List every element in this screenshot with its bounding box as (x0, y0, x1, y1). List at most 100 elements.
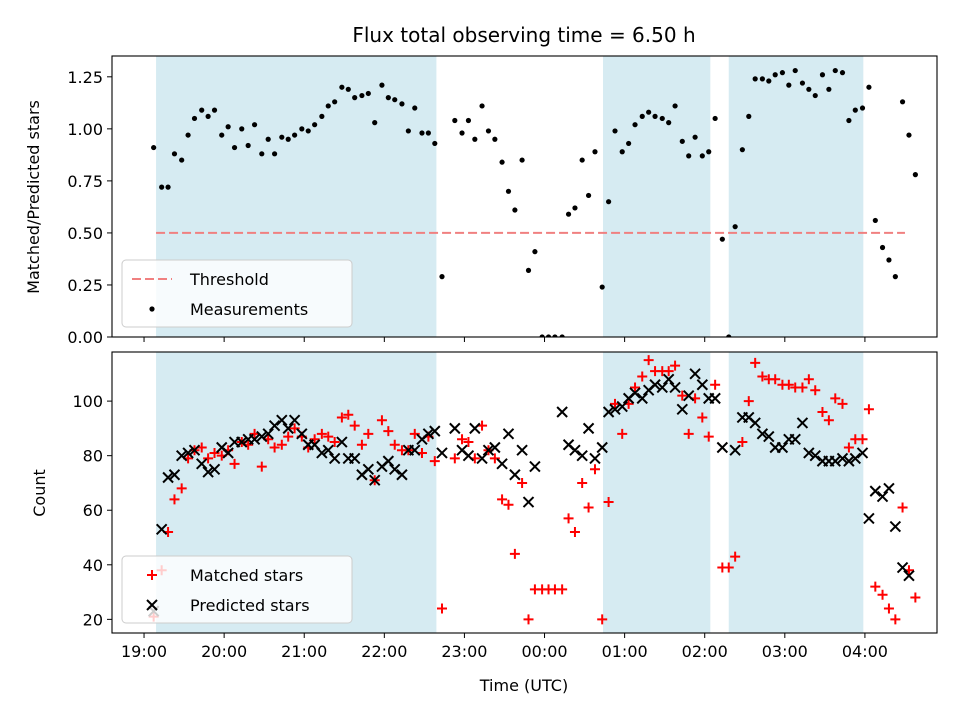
y-tick-label: 1.25 (67, 68, 103, 87)
predicted-stars-point-10 (208, 463, 221, 476)
measurements-point-108 (872, 217, 878, 224)
predicted-stars-point-63 (589, 452, 601, 465)
matched-stars-point-74 (643, 355, 654, 366)
measurements-point-67 (599, 284, 605, 290)
matched-stars-point-82 (697, 412, 708, 423)
matched-stars-point-66 (589, 464, 600, 475)
measurements-point-42 (425, 130, 431, 136)
predicted-stars-point-42 (422, 428, 435, 440)
matched-stars-point-106 (857, 434, 868, 445)
y-tick-label: 0.75 (67, 172, 103, 191)
measurements-point-40 (412, 105, 418, 111)
predicted-stars-point-52 (496, 458, 508, 470)
measurements-point-89 (746, 113, 752, 119)
measurements-point-100 (819, 72, 826, 78)
measurements-point-31 (352, 95, 358, 101)
predicted-stars-point-93 (796, 417, 809, 429)
predicted-stars-point-17 (256, 430, 268, 443)
matched-stars-point-45 (449, 453, 460, 464)
measurements-point-64 (579, 157, 585, 163)
y-tick-label: 1.00 (67, 120, 103, 139)
measurements-point-56 (525, 267, 532, 273)
predicted-stars-point-65 (602, 406, 615, 418)
predicted-stars-point-102 (856, 447, 869, 459)
matched-stars-point-53 (503, 499, 514, 510)
measurements-point-45 (452, 117, 458, 124)
measurements-point-55 (519, 157, 525, 163)
measurements-point-63 (572, 205, 578, 211)
matched-stars-point-110 (883, 603, 894, 614)
predicted-stars-point-104 (869, 485, 882, 497)
measurements-point-71 (626, 140, 632, 147)
x-tick-label: 02:00 (682, 642, 728, 661)
measurements-point-38 (399, 101, 405, 107)
predicted-stars-point-57 (529, 460, 541, 473)
measurements-point-6 (185, 132, 191, 138)
predicted-stars-point-55 (516, 444, 528, 456)
matched-stars-point-20 (276, 439, 287, 450)
measurements-point-93 (772, 72, 778, 78)
measurements-point-109 (879, 244, 886, 251)
matched-stars-point-114 (910, 592, 921, 603)
predicted-stars-point-87 (756, 428, 769, 440)
measurements-point-111 (892, 274, 898, 280)
predicted-stars-point-109 (903, 570, 915, 582)
legend-box (121, 259, 353, 328)
predicted-stars-point-21 (282, 422, 294, 435)
matched-stars-point-68 (603, 497, 614, 508)
measurements-point-15 (245, 142, 251, 149)
measurements-point-13 (231, 144, 238, 151)
measurements-point-22 (292, 132, 298, 138)
matched-stars-point-36 (383, 426, 394, 437)
measurements-point-62 (565, 211, 572, 217)
measurements-point-94 (779, 70, 786, 76)
measurements-point-49 (479, 103, 485, 109)
matched-stars-point-55 (517, 477, 528, 488)
measurements-point-37 (392, 97, 398, 103)
predicted-stars-point-8 (196, 458, 208, 470)
measurements-point-26 (319, 113, 325, 119)
x-tick-label: 01:00 (602, 642, 648, 661)
measurements-point-70 (619, 149, 625, 155)
matched-stars-point-70 (617, 428, 628, 439)
predicted-stars-point-9 (202, 466, 214, 478)
measurements-point-65 (585, 192, 592, 199)
top-panel: 0.00 0.25 0.50 0.75 1.00 1.25 Threshold Measure… (67, 55, 938, 347)
predicted-stars-point-107 (889, 520, 902, 533)
matched-stars-point-63 (569, 527, 580, 538)
measurements-point-27 (325, 103, 331, 109)
legend-label-threshold: Threshold (189, 270, 269, 289)
predicted-stars-point-106 (883, 482, 895, 495)
matched-stars-point-54 (509, 548, 520, 559)
matched-stars-point-109 (877, 589, 888, 600)
measurements-point-1 (151, 144, 157, 151)
measurements-point-35 (379, 82, 385, 88)
measurements-point-91 (759, 76, 765, 82)
predicted-stars-point-105 (876, 490, 889, 503)
measurements-point-7 (191, 115, 198, 122)
measurements-point-80 (686, 153, 692, 159)
measurements-point-59 (545, 334, 552, 337)
measurements-point-25 (312, 122, 318, 128)
measurements-point-102 (832, 67, 838, 74)
predicted-stars-point-94 (803, 447, 815, 459)
measurements-point-28 (332, 99, 338, 105)
measurements-point-30 (345, 86, 351, 92)
predicted-stars-point-23 (296, 428, 308, 440)
measurements-point-74 (646, 109, 652, 115)
measurements-point-68 (606, 199, 612, 205)
measurements-point-107 (866, 84, 872, 90)
predicted-stars-point-66 (609, 403, 621, 415)
measurements-point-3 (165, 184, 171, 190)
measurements-point-88 (739, 147, 745, 153)
matched-stars-point-80 (683, 428, 694, 439)
matched-stars-point-77 (663, 366, 674, 377)
measurements-point-99 (812, 92, 818, 99)
matched-stars-point-4 (169, 494, 180, 505)
predicted-stars-point-78 (689, 368, 701, 380)
matched-stars-point-108 (870, 581, 881, 592)
y-tick-label: 0.50 (67, 224, 103, 243)
x-tick-label: 22:00 (361, 642, 407, 661)
predicted-stars-point-56 (522, 496, 535, 508)
matched-stars-point-90 (750, 357, 761, 368)
